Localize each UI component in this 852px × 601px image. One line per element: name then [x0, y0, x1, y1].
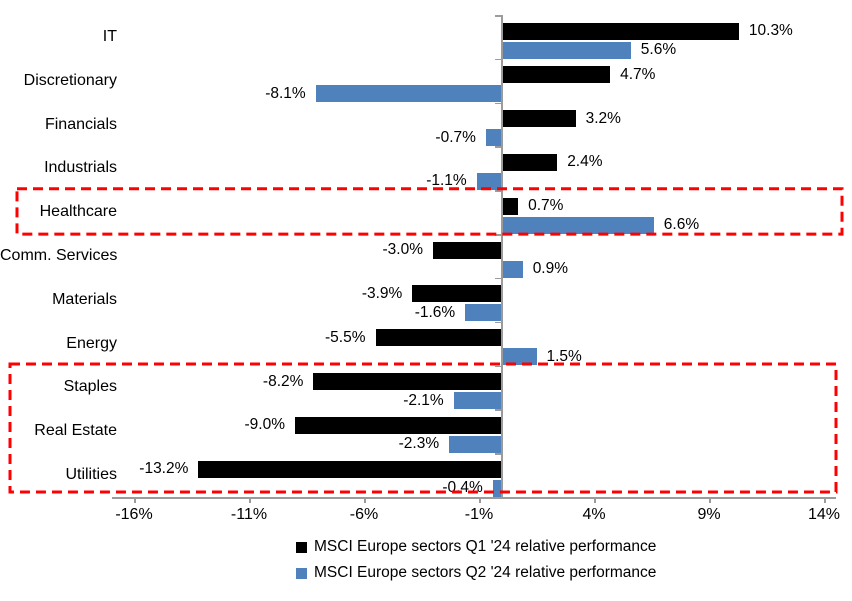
legend: MSCI Europe sectors Q1 '24 relative perf…: [296, 534, 656, 586]
bar-q2-discretionary: [315, 85, 502, 103]
x-axis-tick: [594, 497, 596, 503]
category-label-staples: Staples: [63, 378, 117, 396]
value-label-q2-utilities: -0.4%: [442, 479, 483, 497]
y-axis-tick: [495, 321, 501, 324]
bar-q2-real-estate: [449, 435, 502, 453]
y-axis-tick: [495, 15, 501, 17]
value-label-q1-financials: 3.2%: [585, 109, 621, 127]
bar-q2-industrials: [476, 172, 502, 190]
x-tick-label-6: 14%: [807, 506, 841, 523]
value-label-q2-financials: -0.7%: [435, 128, 476, 146]
y-axis-tick: [495, 409, 501, 411]
bar-q1-utilities: [198, 460, 502, 478]
value-label-q2-real-estate: -2.3%: [398, 435, 440, 453]
value-label-q1-energy: -5.5%: [325, 328, 366, 346]
bar-q2-financials: [485, 129, 502, 147]
bar-q2-comm-services: [502, 260, 523, 278]
x-tick-label-1: -11%: [230, 506, 268, 523]
value-label-q2-staples: -2.1%: [403, 391, 444, 409]
healthcare-highlight: [15, 187, 844, 236]
category-label-healthcare: Healthcare: [39, 203, 117, 221]
value-label-q2-healthcare: 6.6%: [663, 216, 700, 234]
bar-q1-healthcare: [502, 197, 519, 215]
bar-q1-comm-services: [433, 241, 502, 259]
legend-label-q2: MSCI Europe sectors Q2 '24 relative perf…: [314, 564, 657, 581]
bar-q2-healthcare: [502, 216, 654, 234]
x-tick-label-4: 4%: [582, 506, 606, 523]
x-axis-line: [112, 497, 836, 499]
x-axis-tick: [824, 497, 826, 503]
x-tick-label-0: -16%: [115, 506, 153, 523]
value-label-q2-industrials: -1.1%: [426, 172, 467, 190]
bar-q1-it: [502, 22, 739, 40]
category-label-utilities: Utilities: [65, 466, 117, 484]
y-axis-line: [501, 15, 503, 497]
bar-q2-materials: [465, 304, 502, 322]
bar-q1-discretionary: [502, 66, 611, 84]
legend-item-q1: MSCI Europe sectors Q1 '24 relative perf…: [296, 534, 656, 560]
category-label-comm-services: Comm. Services: [0, 247, 118, 264]
legend-label-q1: MSCI Europe sectors Q1 '24 relative perf…: [314, 538, 657, 555]
category-label-it: IT: [102, 27, 117, 45]
value-label-q2-energy: 1.5%: [546, 347, 582, 365]
x-axis-tick: [249, 497, 251, 503]
y-axis-tick: [495, 234, 501, 236]
category-label-discretionary: Discretionary: [23, 71, 117, 89]
x-axis-tick: [479, 497, 481, 503]
x-tick-label-3: -1%: [464, 506, 494, 523]
y-axis-tick: [495, 190, 501, 192]
bar-q1-financials: [502, 110, 576, 128]
bar-q2-staples: [453, 392, 502, 410]
category-label-real-estate: Real Estate: [34, 422, 117, 440]
value-label-q1-industrials: 2.4%: [567, 153, 603, 171]
y-axis-tick: [495, 453, 501, 455]
value-label-q1-real-estate: -9.0%: [244, 416, 286, 434]
value-label-q2-it: 5.6%: [640, 41, 677, 58]
bar-q1-real-estate: [295, 416, 502, 434]
bar-q1-staples: [313, 373, 502, 391]
value-label-q2-comm-services: 0.9%: [532, 260, 569, 278]
bar-q2-it: [502, 41, 631, 59]
q1-swatch-icon: [296, 541, 307, 553]
x-tick-label-2: -6%: [349, 506, 379, 523]
bar-q1-energy: [375, 329, 502, 347]
x-axis-tick: [709, 497, 711, 503]
y-axis-tick: [495, 365, 501, 368]
y-axis-tick: [495, 102, 501, 105]
value-label-q1-discretionary: 4.7%: [620, 65, 656, 83]
value-label-q2-materials: -1.6%: [414, 303, 456, 321]
category-label-financials: Financials: [44, 115, 117, 133]
bar-q2-energy: [502, 348, 537, 366]
category-label-materials: Materials: [52, 290, 117, 308]
category-label-industrials: Industrials: [44, 159, 117, 177]
value-label-q1-comm-services: -3.0%: [382, 241, 424, 259]
legend-item-q2: MSCI Europe sectors Q2 '24 relative perf…: [296, 560, 656, 586]
value-label-q1-materials: -3.9%: [361, 284, 403, 302]
category-label-energy: Energy: [66, 334, 117, 352]
y-axis-tick: [495, 58, 501, 61]
value-label-q1-utilities: -13.2%: [139, 460, 189, 478]
x-tick-label-5: 9%: [697, 506, 721, 523]
value-label-q1-healthcare: 0.7%: [528, 197, 564, 215]
y-axis-tick: [495, 146, 501, 148]
bar-q1-materials: [412, 285, 502, 303]
value-label-q1-staples: -8.2%: [262, 372, 304, 390]
y-axis-tick: [495, 277, 501, 280]
x-axis-tick: [364, 497, 366, 503]
bar-q1-industrials: [502, 153, 558, 171]
value-label-q2-discretionary: -8.1%: [265, 84, 306, 102]
value-label-q1-it: 10.3%: [748, 22, 793, 39]
q2-swatch-icon: [296, 567, 307, 579]
x-axis-tick: [134, 497, 136, 503]
